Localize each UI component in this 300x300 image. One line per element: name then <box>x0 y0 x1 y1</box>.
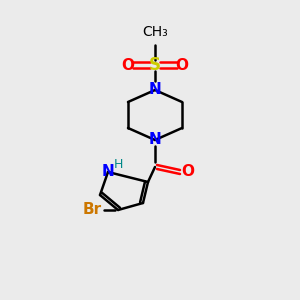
Text: H: H <box>113 158 123 170</box>
Text: N: N <box>102 164 114 179</box>
Text: S: S <box>149 56 161 74</box>
Text: N: N <box>148 133 161 148</box>
Text: O: O <box>122 58 134 73</box>
Text: O: O <box>182 164 194 179</box>
Text: O: O <box>176 58 188 73</box>
Text: N: N <box>148 82 161 98</box>
Text: CH₃: CH₃ <box>142 25 168 39</box>
Text: Br: Br <box>82 202 102 217</box>
